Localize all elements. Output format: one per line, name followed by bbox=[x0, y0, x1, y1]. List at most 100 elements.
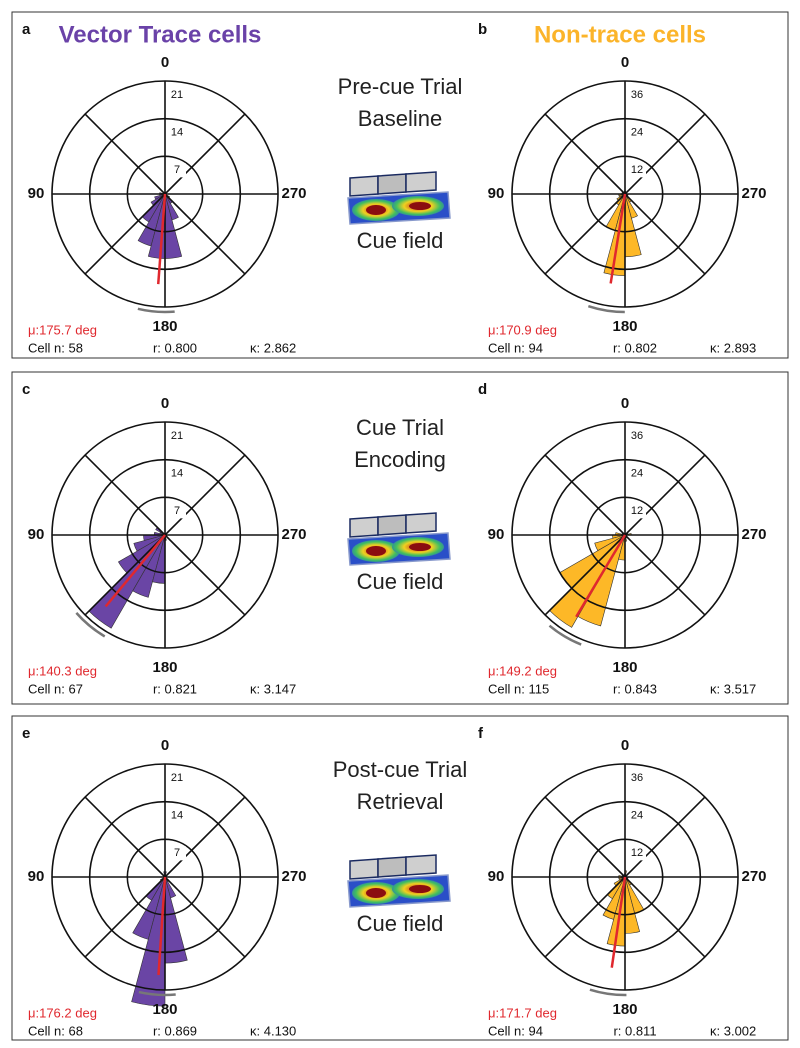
grid-diagonal bbox=[164, 796, 246, 878]
cell-count: Cell n: 67 bbox=[28, 681, 83, 696]
ring-label-bg bbox=[628, 163, 646, 178]
grid-diagonal bbox=[544, 876, 626, 958]
panel-label: a bbox=[22, 21, 31, 38]
row-frame bbox=[11, 715, 789, 1041]
kappa-label: κ: 2.893 bbox=[710, 340, 756, 355]
ring-label: 24 bbox=[631, 468, 643, 480]
theta-tick-label: 0 bbox=[161, 737, 169, 754]
ring-label-bg bbox=[628, 504, 646, 519]
grid-diagonal bbox=[164, 113, 246, 195]
grid-diagonal bbox=[544, 534, 626, 616]
ring-label-bg bbox=[168, 125, 186, 140]
cue-label: Cue field bbox=[357, 228, 444, 253]
cell-count: Cell n: 58 bbox=[28, 340, 83, 355]
grid-diagonal bbox=[624, 193, 706, 275]
theta-tick-label: 270 bbox=[281, 868, 306, 885]
ring-label: 14 bbox=[171, 127, 183, 139]
theta-tick-label: 0 bbox=[161, 395, 169, 412]
grid-diagonal bbox=[164, 193, 246, 275]
mean-vector bbox=[575, 534, 627, 618]
theta-tick-label: 90 bbox=[488, 868, 505, 885]
row-frame bbox=[11, 11, 789, 359]
ci-arc bbox=[589, 988, 627, 997]
row-title: Pre-cue Trial bbox=[338, 74, 463, 99]
mean-label: μ:175.7 deg bbox=[28, 322, 97, 337]
rose-wedge bbox=[624, 193, 638, 219]
grid-diagonal bbox=[164, 454, 246, 536]
theta-tick-label: 270 bbox=[281, 526, 306, 543]
panel-label: d bbox=[478, 381, 487, 398]
theta-tick-label: 90 bbox=[28, 526, 45, 543]
cell-count: Cell n: 94 bbox=[488, 1023, 543, 1038]
theta-tick-label: 180 bbox=[152, 318, 177, 335]
r-label: r: 0.802 bbox=[613, 340, 657, 355]
column-title: Vector Trace cells bbox=[59, 21, 262, 48]
ring-label-bg bbox=[628, 429, 646, 443]
grid-diagonal bbox=[84, 113, 166, 195]
kappa-label: κ: 3.147 bbox=[250, 681, 296, 696]
ring-label-bg bbox=[168, 466, 186, 481]
rose-wedge bbox=[131, 876, 166, 1007]
grid-diagonal bbox=[84, 454, 166, 536]
mean-label: μ:176.2 deg bbox=[28, 1005, 97, 1020]
cell-count: Cell n: 68 bbox=[28, 1023, 83, 1038]
ring-label-bg bbox=[168, 429, 186, 443]
r-label: r: 0.869 bbox=[153, 1023, 197, 1038]
theta-tick-label: 180 bbox=[612, 659, 637, 676]
r-label: r: 0.843 bbox=[613, 681, 657, 696]
mean-vector bbox=[610, 876, 627, 968]
row-subtitle: Baseline bbox=[358, 106, 442, 131]
mean-vector bbox=[157, 876, 167, 976]
grid-diagonal bbox=[84, 876, 166, 958]
grid-diagonal bbox=[84, 796, 166, 878]
ring-label: 36 bbox=[631, 89, 643, 101]
ring-label-bg bbox=[628, 846, 646, 861]
theta-tick-label: 180 bbox=[612, 1001, 637, 1018]
row-frame bbox=[11, 371, 789, 705]
cue-field-map bbox=[347, 171, 451, 225]
mean-label: μ:170.9 deg bbox=[488, 322, 557, 337]
ring-label: 14 bbox=[171, 468, 183, 480]
ci-arc bbox=[587, 304, 625, 314]
ring-label: 36 bbox=[631, 430, 643, 442]
grid-diagonal bbox=[164, 534, 246, 616]
ring-label: 12 bbox=[631, 847, 643, 859]
panel-label: c bbox=[22, 381, 30, 398]
ring-label: 24 bbox=[631, 127, 643, 139]
rose-wedge bbox=[164, 876, 177, 899]
grid-diagonal bbox=[624, 796, 706, 878]
ring-label-bg bbox=[628, 125, 646, 140]
theta-tick-label: 270 bbox=[741, 185, 766, 202]
mean-label: μ:140.3 deg bbox=[28, 663, 97, 678]
panel-label: e bbox=[22, 725, 30, 742]
ring-label: 7 bbox=[174, 164, 180, 176]
cue-label: Cue field bbox=[357, 569, 444, 594]
theta-tick-label: 90 bbox=[488, 526, 505, 543]
ci-arc bbox=[75, 612, 106, 638]
ring-label-bg bbox=[628, 88, 646, 102]
ring-label-bg bbox=[628, 808, 646, 823]
panel-label: b bbox=[478, 21, 487, 38]
mean-label: μ:171.7 deg bbox=[488, 1005, 557, 1020]
r-label: r: 0.821 bbox=[153, 681, 197, 696]
grid-diagonal bbox=[544, 193, 626, 275]
rose-wedge bbox=[132, 534, 166, 598]
cell-count: Cell n: 94 bbox=[488, 340, 543, 355]
theta-tick-label: 180 bbox=[152, 659, 177, 676]
row-subtitle: Retrieval bbox=[357, 789, 444, 814]
grid-diagonal bbox=[624, 113, 706, 195]
grid-diagonal bbox=[544, 113, 626, 195]
row-title: Post-cue Trial bbox=[333, 757, 468, 782]
ring-label-bg bbox=[628, 771, 646, 785]
ring-label-bg bbox=[168, 504, 186, 519]
ring-label: 14 bbox=[171, 810, 183, 822]
mean-vector bbox=[104, 534, 166, 608]
ring-label-bg bbox=[628, 466, 646, 481]
cue-field-map bbox=[347, 854, 451, 908]
theta-tick-label: 90 bbox=[28, 868, 45, 885]
grid-diagonal bbox=[164, 876, 246, 958]
ring-label: 21 bbox=[171, 772, 183, 784]
ci-arc bbox=[137, 307, 175, 314]
cue-label: Cue field bbox=[357, 911, 444, 936]
